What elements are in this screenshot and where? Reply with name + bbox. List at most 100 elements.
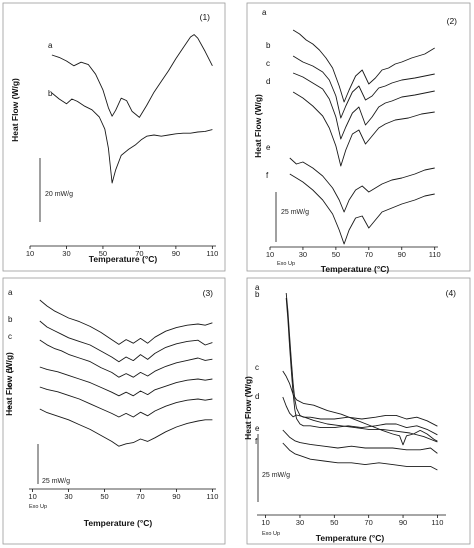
panel-1-x-axis-label: Temperature (°C) xyxy=(89,254,158,264)
panel-2-number: (2) xyxy=(447,16,458,26)
series-line-f xyxy=(39,408,213,447)
panel-4-x-ticks: 10 30 50 70 90 110 xyxy=(261,515,443,527)
series-label-f: f xyxy=(255,437,258,446)
x-tick-label: 10 xyxy=(266,250,274,259)
panel-2: Heat Flow (W/g) Temperature (°C) (2) 25 … xyxy=(246,2,471,274)
x-tick-label: 50 xyxy=(330,518,338,527)
series-line-a xyxy=(51,34,213,118)
panel-4-number: (4) xyxy=(446,288,457,298)
series-line-f xyxy=(282,442,438,471)
series-line-a xyxy=(292,29,435,103)
panel-1-number: (1) xyxy=(200,12,211,22)
panel-4-y-axis-label: Heat Flow (W/g) xyxy=(243,376,253,440)
series-label-d: d xyxy=(266,77,270,86)
x-tick-label: 90 xyxy=(172,492,180,501)
panel-2-y-axis-label: Heat Flow (W/g) xyxy=(253,94,263,158)
x-tick-label: 90 xyxy=(172,249,180,258)
panel-2-series: a bcd e f xyxy=(262,8,435,245)
series-line-d xyxy=(282,396,438,443)
panel-4-exo-label: Exo Up xyxy=(262,531,280,537)
x-tick-label: 70 xyxy=(365,518,373,527)
series-line-c xyxy=(292,72,435,140)
x-tick-label: 70 xyxy=(136,492,144,501)
x-tick-label: 90 xyxy=(398,250,406,259)
panel-1-series: ab xyxy=(48,34,213,184)
series-label-e: e xyxy=(8,381,13,390)
x-tick-label: 110 xyxy=(431,518,443,527)
x-tick-label: 110 xyxy=(429,250,441,259)
x-tick-label: 90 xyxy=(399,518,407,527)
series-line-b xyxy=(39,320,213,363)
panel-2-exo-label: Exo Up xyxy=(277,261,295,267)
x-tick-label: 110 xyxy=(206,492,218,501)
panel-4-frame xyxy=(246,277,471,545)
series-label-b: b xyxy=(48,89,53,98)
series-label-d: d xyxy=(8,366,12,375)
series-label-c: c xyxy=(255,363,259,372)
panel-3-scale-bar-label: 25 mW/g xyxy=(42,478,70,485)
series-label-b: b xyxy=(8,315,13,324)
x-tick-label: 30 xyxy=(299,250,307,259)
series-label-a: a xyxy=(8,288,13,297)
series-label-e: e xyxy=(266,143,271,152)
series-line-f xyxy=(289,173,435,245)
series-line-e xyxy=(282,429,438,454)
series-label-a: a xyxy=(262,8,267,17)
series-line-d xyxy=(292,91,435,167)
x-tick-label: 50 xyxy=(99,249,107,258)
series-label-a: a xyxy=(48,41,53,50)
series-label-a: a xyxy=(255,283,260,292)
panel-3-x-ticks: 10 30 50 70 90 110 xyxy=(28,489,218,501)
x-tick-label: 10 xyxy=(26,249,34,258)
series-line-d xyxy=(39,366,213,397)
panel-3-y-axis-label: Heat Flow (W/g) xyxy=(4,352,14,416)
x-tick-label: 70 xyxy=(135,249,143,258)
panel-2-frame xyxy=(246,2,471,272)
series-label-c: c xyxy=(8,332,12,341)
x-tick-label: 50 xyxy=(100,492,108,501)
panel-3: Heat Flow (W/g) Temperature (°C) (3) 25 … xyxy=(2,277,226,545)
x-tick-label: 10 xyxy=(261,518,269,527)
x-tick-label: 50 xyxy=(332,250,340,259)
series-line-b xyxy=(285,297,438,436)
series-label-d: d xyxy=(255,392,259,401)
x-tick-label: 70 xyxy=(365,250,373,259)
x-tick-label: 30 xyxy=(296,518,304,527)
panel-1-x-ticks: 10 30 50 70 90 110 xyxy=(26,246,218,258)
series-line-e xyxy=(289,157,435,213)
panel-2-x-ticks: 10 30 50 70 90 110 xyxy=(266,247,441,259)
panel-4-scale-bar-label: 25 mW/g xyxy=(262,472,290,479)
series-label-b: b xyxy=(255,290,260,299)
panel-3-x-axis-label: Temperature (°C) xyxy=(84,518,153,528)
panel-3-series: a bc de f xyxy=(8,288,213,447)
panel-3-number: (3) xyxy=(203,288,214,298)
series-line-c xyxy=(282,370,438,446)
series-line-a xyxy=(39,299,213,345)
x-tick-label: 10 xyxy=(28,492,36,501)
series-line-b xyxy=(51,92,213,184)
panel-3-frame xyxy=(2,277,226,545)
panel-2-x-axis-label: Temperature (°C) xyxy=(321,264,390,274)
panel-4-series: ab c d ef xyxy=(255,283,438,471)
series-label-e: e xyxy=(255,424,260,433)
series-label-b: b xyxy=(266,41,271,50)
panel-4-x-axis-label: Temperature (°C) xyxy=(316,533,385,543)
panel-1-y-axis-label: Heat Flow (W/g) xyxy=(10,78,20,142)
series-label-f: f xyxy=(266,171,269,180)
series-line-c xyxy=(39,339,213,378)
x-tick-label: 30 xyxy=(64,492,72,501)
series-label-c: c xyxy=(266,59,270,68)
series-line-a xyxy=(285,292,438,427)
panel-1-scale-bar-label: 20 mW/g xyxy=(45,191,73,198)
panel-1: Heat Flow (W/g) Temperature (°C) (1) 20 … xyxy=(2,2,226,272)
x-tick-label: 110 xyxy=(206,249,218,258)
panel-1-frame xyxy=(2,2,226,272)
panel-2-scale-bar-label: 25 mW/g xyxy=(281,209,309,216)
panel-3-exo-label: Exo Up xyxy=(29,504,47,510)
panel-4: Heat Flow (W/g) Temperature (°C) (4) 25 … xyxy=(243,277,471,545)
series-line-b xyxy=(292,55,435,119)
series-line-e xyxy=(39,386,213,418)
x-tick-label: 30 xyxy=(62,249,70,258)
series-label-f: f xyxy=(8,404,11,413)
